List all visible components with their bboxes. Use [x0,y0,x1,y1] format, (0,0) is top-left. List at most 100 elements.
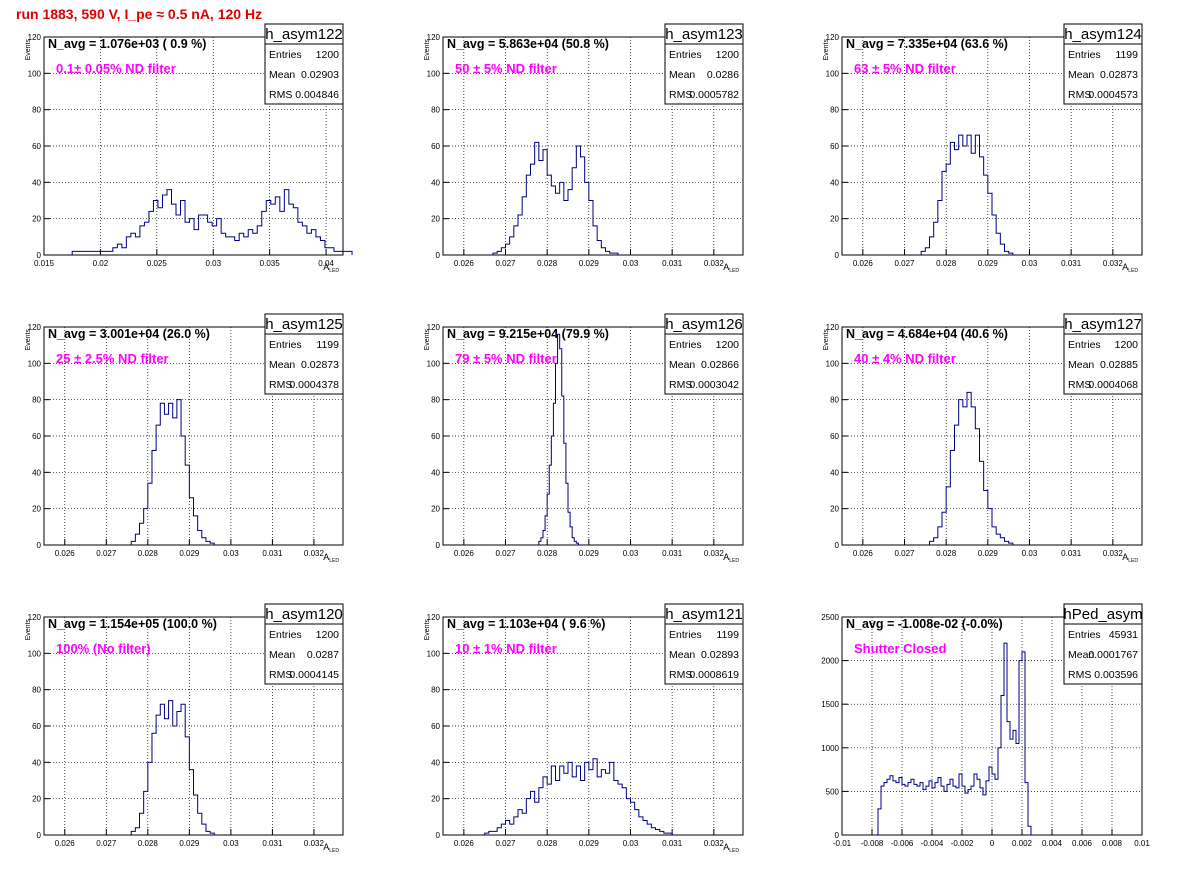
navg-label: N_avg = 5.863e+04 (50.8 %) [447,37,609,51]
stats-label: Entries [1068,339,1101,351]
y-tick-label: 120 [826,33,840,42]
histogram-panel-h_asym122: 0.015 0.02 0.025 0.03 0.035 0.04 0 20 40 60 80 100 1… [25,23,353,274]
x-tick-label: 0.026 [454,549,475,558]
y-tick-label: 100 [28,649,42,658]
y-tick-label: 120 [826,323,840,332]
x-axis-label: ALED [323,262,339,274]
x-axis-label: ALED [723,842,739,854]
navg-label: N_avg = 1.154e+05 (100.0 %) [48,617,217,631]
x-tick-label: 0.027 [894,549,915,558]
x-tick-label: 0.031 [662,549,683,558]
x-tick-label: 0.035 [260,259,281,268]
x-tick-label: -0.006 [891,839,914,848]
histogram-outline [130,700,215,835]
y-tick-label: 500 [826,787,840,796]
histogram-outline [71,189,353,255]
stats-label: RMS [269,89,292,101]
stats-label: Mean [669,359,695,371]
histogram-panel-h_asym126: 0.026 0.027 0.028 0.029 0.03 0.031 0.032 0 20 40 6… [424,313,744,564]
x-tick-label: 0.029 [579,259,600,268]
stats-box [664,23,744,105]
stats-box [264,603,344,685]
y-tick-label: 80 [32,106,41,115]
run-header-title: run 1883, 590 V, I_pe ≈ 0.5 nA, 120 Hz [16,6,263,22]
x-tick-label: 0.028 [138,839,159,848]
y-tick-label: 20 [830,215,839,224]
filter-label: Shutter Closed [854,641,947,656]
stats-value: 45931 [1109,629,1138,641]
navg-label: N_avg = -1.008e-02 (-0.0%) [846,617,1003,631]
y-tick-label: 20 [32,505,41,514]
filter-label: 25 ± 2.5% ND filter [56,351,169,366]
y-tick-label: 0 [436,831,441,840]
x-tick-label: 0.031 [662,839,683,848]
histogram-outline [920,134,1014,255]
stats-value: 0.0004573 [1088,89,1138,101]
x-tick-label: 0.03 [1022,549,1038,558]
stats-value: 0.0286 [707,69,739,81]
y-tick-label: 120 [427,613,441,622]
histogram-panel-h_asym121: 0.026 0.027 0.028 0.029 0.03 0.031 0.032 0 20 40 6… [424,603,744,854]
x-tick-label: 0.03 [223,549,239,558]
y-tick-label: 0 [436,251,441,260]
y-tick-label: 0 [436,541,441,550]
x-tick-label: 0.002 [1012,839,1033,848]
y-tick-label: 0 [835,251,840,260]
navg-label: N_avg = 9.215e+04 (79.9 %) [447,327,609,341]
stats-value: 0.02866 [701,359,739,371]
y-tick-label: 20 [431,795,440,804]
y-tick-label: 60 [431,142,440,151]
stats-box-title: h_asym123 [665,26,743,43]
x-tick-label: 0.031 [662,259,683,268]
x-tick-label: 0.031 [1061,549,1082,558]
stats-value: 1199 [716,629,739,641]
x-tick-label: 0.032 [1103,259,1124,268]
stats-box-title: h_asym125 [265,316,343,333]
x-tick-label: -0.002 [951,839,974,848]
stats-label: Mean [269,359,295,371]
y-tick-label: 1500 [821,700,839,709]
y-axis-label: Events [424,329,431,351]
stats-label: Mean [1068,69,1094,81]
y-tick-label: 80 [830,396,839,405]
x-tick-label: 0.027 [495,259,516,268]
y-tick-label: 40 [431,758,440,767]
stats-value: 0.0008619 [689,669,739,681]
stats-value: 0.0287 [307,649,339,661]
x-tick-label: 0.03 [205,259,221,268]
y-tick-label: 80 [830,106,839,115]
stats-box [1063,603,1143,685]
stats-label: RMS [669,379,692,391]
stats-label: Mean [1068,649,1094,661]
x-tick-label: 0.028 [936,549,957,558]
stats-label: RMS [269,669,292,681]
x-tick-label: -0.01 [833,839,852,848]
y-tick-label: 60 [431,432,440,441]
x-tick-label: 0 [990,839,995,848]
x-axis-label: ALED [1122,552,1138,564]
x-tick-label: 0.032 [304,549,325,558]
histogram-panel-h_asym125: 0.026 0.027 0.028 0.029 0.03 0.031 0.032 0 20 40 6… [25,313,344,564]
stats-label: RMS [269,379,292,391]
x-tick-label: 0.031 [262,839,283,848]
x-tick-label: 0.026 [454,839,475,848]
histogram-outline [130,399,215,545]
x-tick-label: 0.01 [1134,839,1150,848]
stats-value: 0.0004378 [289,379,339,391]
y-tick-label: 100 [826,359,840,368]
stats-value: 0.0001767 [1088,649,1138,661]
y-tick-label: 100 [826,69,840,78]
stats-value: 0.02903 [301,69,339,81]
x-tick-label: 0.028 [537,549,558,558]
stats-label: RMS [1068,379,1091,391]
x-axis-label: ALED [323,842,339,854]
x-tick-label: 0.029 [579,839,600,848]
y-axis-label: Events [25,39,32,61]
x-tick-label: 0.04 [318,259,334,268]
histogram-outline [929,391,1014,545]
y-axis-label: Events [424,39,431,61]
x-tick-label: 0.028 [936,259,957,268]
y-tick-label: 80 [32,686,41,695]
filter-label: 50 ± 5% ND filter [455,61,557,76]
y-tick-label: 60 [32,432,41,441]
